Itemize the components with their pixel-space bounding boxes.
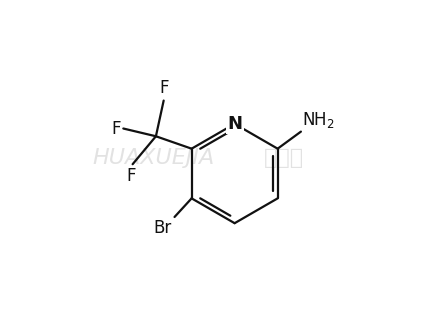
Text: Br: Br bbox=[153, 219, 172, 237]
Text: N: N bbox=[227, 115, 242, 133]
Text: HUAXUEJIA: HUAXUEJIA bbox=[93, 148, 215, 168]
Text: F: F bbox=[111, 119, 121, 137]
Text: NH$_2$: NH$_2$ bbox=[302, 110, 335, 130]
Text: 化学加: 化学加 bbox=[264, 148, 305, 168]
Text: F: F bbox=[159, 79, 168, 97]
Text: F: F bbox=[126, 167, 136, 185]
